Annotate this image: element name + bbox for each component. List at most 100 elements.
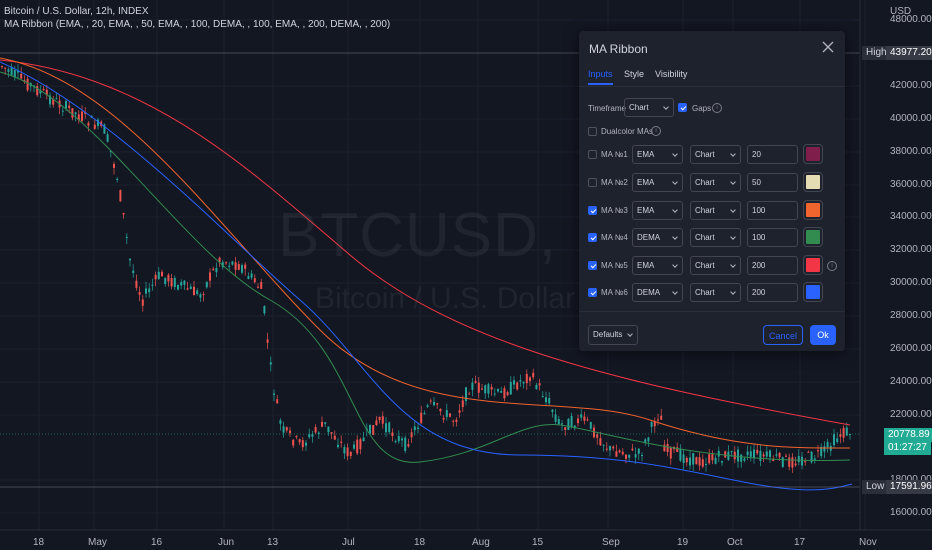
dialog-footer-divider	[579, 311, 845, 312]
tab-style[interactable]: Style	[624, 69, 645, 79]
close-icon[interactable]	[821, 40, 835, 54]
ma-3-checkbox[interactable]	[588, 206, 597, 215]
candle-body	[481, 388, 483, 390]
ma-5-color-swatch[interactable]	[803, 255, 823, 275]
candle-body	[759, 450, 762, 461]
ma-6-checkbox[interactable]	[588, 288, 597, 297]
candle-body	[81, 111, 83, 121]
ma-1-color-swatch[interactable]	[803, 144, 823, 164]
candle-body	[804, 461, 807, 463]
candle-body	[353, 444, 355, 449]
time-axis-label: Sep	[602, 537, 620, 548]
dualcolor-info-icon[interactable]: i	[651, 126, 661, 136]
ma-4-checkbox[interactable]	[588, 233, 597, 242]
candle-body	[557, 419, 560, 425]
time-axis-label: Oct	[727, 537, 743, 548]
ma-3-type-select[interactable]: EMA	[632, 201, 683, 220]
candle-body	[698, 457, 701, 466]
cancel-button[interactable]: Cancel	[763, 325, 803, 345]
ma-2-color-swatch[interactable]	[803, 172, 823, 192]
candle-body	[426, 405, 429, 407]
candle-body	[657, 419, 659, 421]
ma-4-type-select[interactable]: DEMA	[632, 228, 683, 247]
candle-body	[465, 387, 467, 402]
candle-body	[685, 457, 688, 463]
candle-body	[836, 438, 839, 442]
gaps-info-icon[interactable]: i	[712, 103, 722, 113]
ma-1-source-select[interactable]: Chart	[690, 145, 741, 164]
defaults-dropdown[interactable]: Defaults	[588, 325, 638, 345]
candle-body	[500, 390, 503, 393]
ma-6-color-swatch[interactable]	[803, 282, 823, 302]
candle-body	[177, 284, 179, 290]
ma-4-color-swatch[interactable]	[803, 227, 823, 247]
timeframe-select[interactable]: Chart	[624, 98, 674, 117]
tab-visibility[interactable]: Visibility	[655, 69, 688, 79]
ma-5-label: MA №5	[601, 261, 628, 270]
candle-body	[772, 459, 775, 461]
candle-body	[605, 448, 608, 450]
candle-body	[250, 273, 253, 278]
ma-2-length-input[interactable]: 50	[747, 173, 798, 192]
candle-body	[433, 401, 435, 406]
candle-body	[653, 421, 656, 427]
dialog-title: MA Ribbon	[589, 42, 648, 56]
ma-3-source-select[interactable]: Chart	[690, 201, 741, 220]
candle-body	[711, 454, 714, 461]
candle-body	[317, 432, 320, 434]
ma-5-source-select[interactable]: Chart	[690, 256, 741, 275]
gaps-checkbox[interactable]	[678, 103, 687, 112]
ma-5-type-select[interactable]: EMA	[632, 256, 683, 275]
ma-2-source-select[interactable]: Chart	[690, 173, 741, 192]
ma-6-source-select[interactable]: Chart	[690, 283, 741, 302]
candle-body	[305, 442, 307, 446]
tab-inputs[interactable]: Inputs	[588, 69, 613, 85]
candle-body	[52, 99, 55, 105]
ma-ribbon-lines	[0, 57, 853, 491]
ma-1-type-select[interactable]: EMA	[632, 145, 683, 164]
ma-3-length-input[interactable]: 100	[747, 201, 798, 220]
candle-body	[65, 100, 67, 109]
ma-4-source-select[interactable]: Chart	[690, 228, 741, 247]
candle-body	[17, 70, 19, 73]
ma-6-type-select[interactable]: DEMA	[632, 283, 683, 302]
candle-body	[631, 448, 634, 451]
candle-body	[615, 451, 618, 457]
ma-4-length-input[interactable]: 100	[747, 228, 798, 247]
candle-body	[125, 236, 128, 238]
candle-body	[298, 439, 301, 443]
price-axis-label: 32000.00	[890, 244, 932, 255]
ma-5-length-input[interactable]: 200	[747, 256, 798, 275]
ma-6-length-input[interactable]: 200	[747, 283, 798, 302]
ma-2-checkbox[interactable]	[588, 178, 597, 187]
candle-body	[509, 381, 512, 395]
candle-body	[721, 461, 723, 463]
ma-1-length-input[interactable]: 20	[747, 145, 798, 164]
candle-body	[663, 444, 666, 452]
candle-body	[337, 444, 339, 448]
dualcolor-checkbox[interactable]	[588, 127, 597, 136]
ma5-info-icon[interactable]: i	[827, 261, 837, 271]
candle-body	[122, 212, 125, 215]
indicator-title[interactable]: MA Ribbon (EMA, , 20, EMA, , 50, EMA, , …	[4, 19, 391, 30]
symbol-title[interactable]: Bitcoin / U.S. Dollar, 12h, INDEX	[4, 6, 149, 17]
candle-body	[548, 398, 551, 404]
price-axis-label: 42000.00	[890, 80, 932, 91]
candle-body	[84, 112, 87, 114]
ma-5-checkbox[interactable]	[588, 261, 597, 270]
candle-body	[279, 420, 282, 424]
candle-body	[388, 422, 391, 433]
time-axis-label: 15	[532, 537, 544, 548]
ok-button[interactable]: Ok	[810, 325, 836, 345]
candle-body	[717, 450, 720, 457]
ma-3-color-swatch[interactable]	[803, 200, 823, 220]
candlestick-series	[1, 63, 851, 473]
ma-1-checkbox[interactable]	[588, 150, 597, 159]
candle-body	[212, 268, 215, 270]
ma-2-type-select[interactable]: EMA	[632, 173, 683, 192]
candle-body	[321, 421, 323, 427]
candle-body	[567, 418, 570, 430]
candle-body	[215, 267, 218, 273]
candle-body	[45, 89, 48, 95]
